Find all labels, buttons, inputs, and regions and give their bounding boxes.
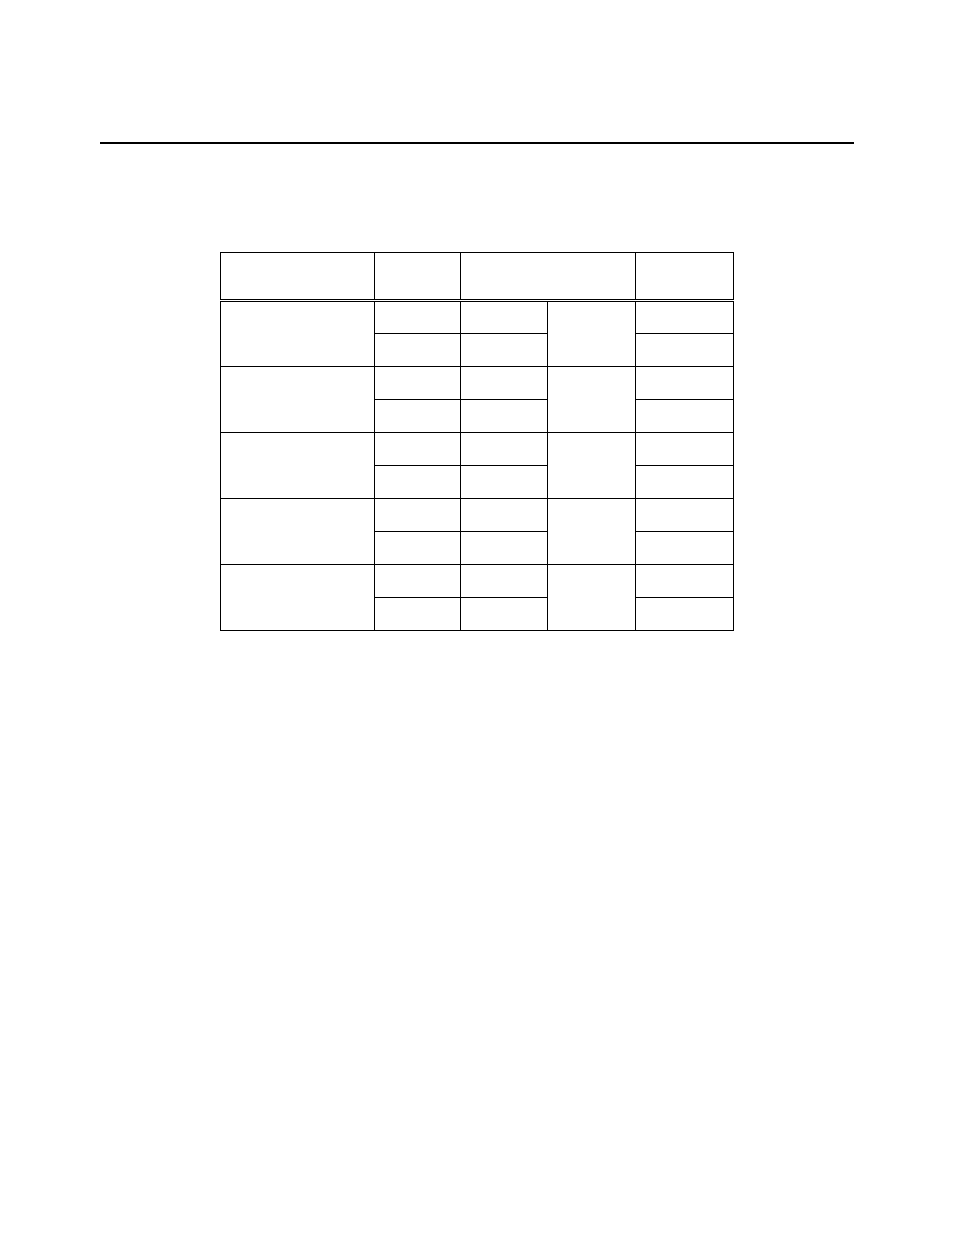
table-container <box>220 252 734 631</box>
cell-group-mid <box>548 301 636 367</box>
cell-group-mid <box>548 565 636 631</box>
data-table <box>220 252 734 631</box>
cell <box>374 598 460 631</box>
cell <box>460 532 548 565</box>
cell-group-label <box>221 367 375 433</box>
col-header-2 <box>374 253 460 301</box>
cell <box>374 532 460 565</box>
cell <box>636 301 734 334</box>
cell <box>460 565 548 598</box>
cell-group-mid <box>548 367 636 433</box>
cell-group-label <box>221 565 375 631</box>
col-header-5 <box>636 253 734 301</box>
header-rule <box>100 142 854 144</box>
cell <box>374 367 460 400</box>
cell <box>636 466 734 499</box>
cell <box>636 367 734 400</box>
table-row <box>221 433 734 466</box>
cell <box>636 598 734 631</box>
cell <box>374 334 460 367</box>
cell <box>636 433 734 466</box>
cell <box>460 433 548 466</box>
table-row <box>221 367 734 400</box>
cell <box>374 565 460 598</box>
page <box>0 0 954 1235</box>
cell <box>374 301 460 334</box>
table-header-row <box>221 253 734 301</box>
cell <box>636 400 734 433</box>
cell <box>460 334 548 367</box>
cell-group-mid <box>548 499 636 565</box>
cell-group-label <box>221 433 375 499</box>
cell <box>374 433 460 466</box>
cell-group-label <box>221 499 375 565</box>
cell <box>374 466 460 499</box>
cell <box>636 565 734 598</box>
cell <box>460 400 548 433</box>
cell <box>460 301 548 334</box>
cell-group-mid <box>548 433 636 499</box>
cell <box>374 400 460 433</box>
col-header-1 <box>221 253 375 301</box>
cell <box>636 334 734 367</box>
table-row <box>221 565 734 598</box>
cell <box>460 499 548 532</box>
cell <box>460 466 548 499</box>
col-header-3-4 <box>460 253 636 301</box>
cell <box>460 598 548 631</box>
table-row <box>221 301 734 334</box>
cell <box>374 499 460 532</box>
cell <box>636 532 734 565</box>
cell-group-label <box>221 301 375 367</box>
table-row <box>221 499 734 532</box>
cell <box>636 499 734 532</box>
cell <box>460 367 548 400</box>
